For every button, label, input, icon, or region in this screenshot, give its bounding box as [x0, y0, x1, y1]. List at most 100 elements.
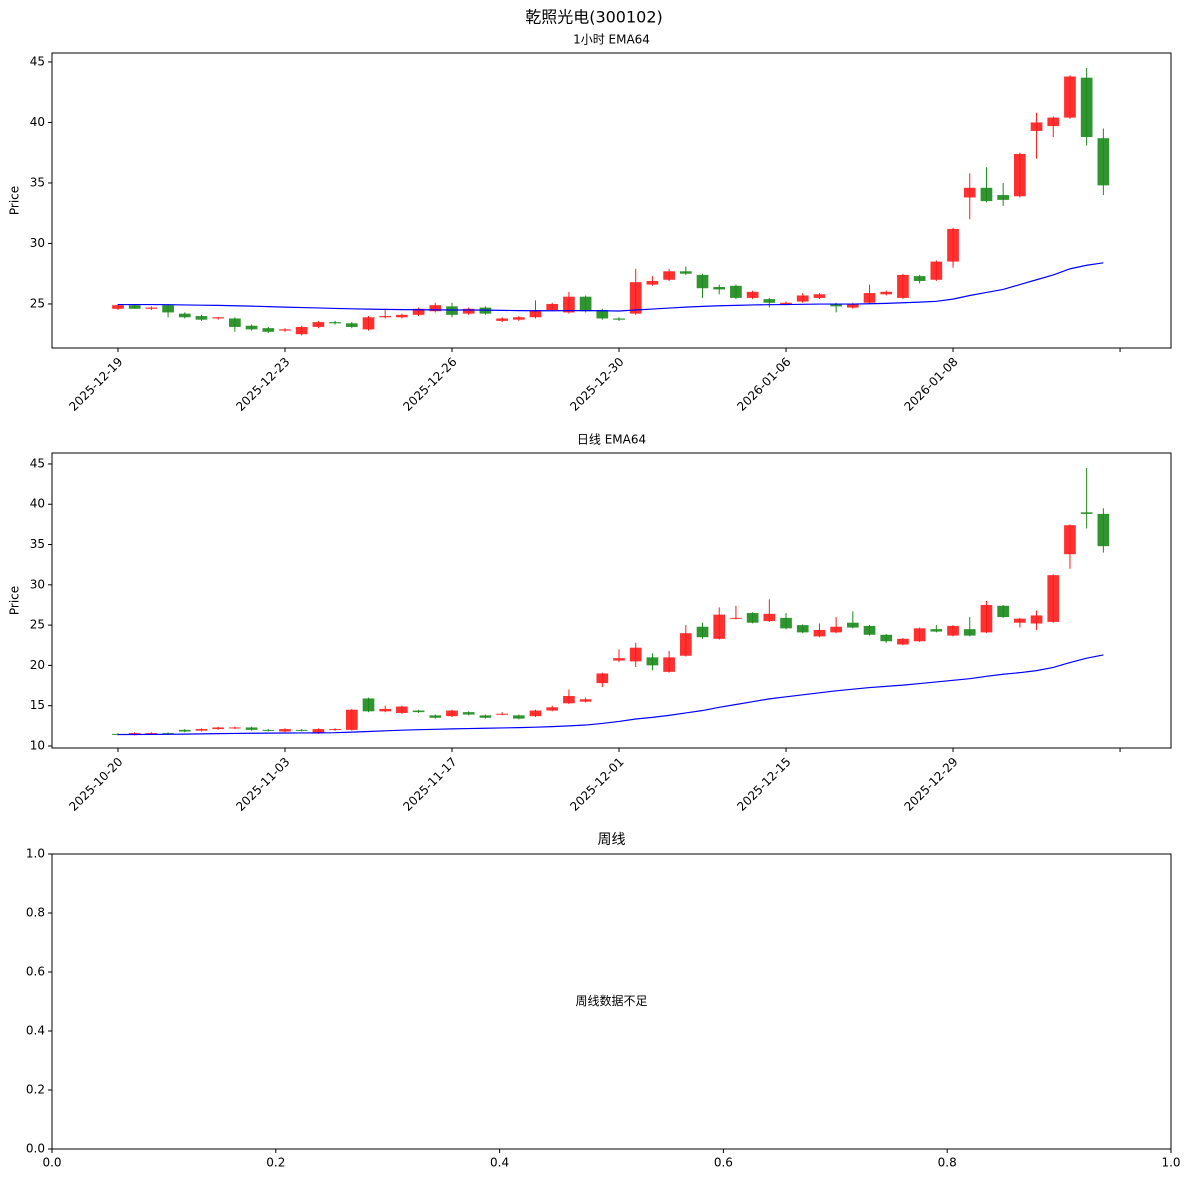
- y-tick-label: 45: [30, 54, 45, 68]
- candle-body: [796, 625, 809, 633]
- y-tick-label: 25: [30, 618, 45, 632]
- candle-body: [813, 629, 826, 637]
- candle-body: [529, 310, 542, 318]
- candle-body: [195, 316, 208, 320]
- candle-body: [1097, 513, 1110, 547]
- candle-body: [913, 628, 926, 642]
- y-tick-label: 35: [30, 175, 45, 189]
- candle-body: [1030, 122, 1043, 131]
- subplot-title: 日线 EMA64: [577, 433, 646, 447]
- candle-body: [446, 306, 458, 315]
- x-tick-label: 1.0: [1161, 1156, 1180, 1170]
- candle-body: [930, 629, 943, 632]
- candle-body: [579, 699, 592, 702]
- candle-body: [629, 282, 642, 314]
- candle-body: [713, 287, 726, 290]
- candle-body: [262, 328, 275, 332]
- candle-body: [446, 710, 458, 717]
- candle-body: [262, 729, 275, 731]
- candle-body: [312, 729, 325, 734]
- candle-body: [646, 280, 659, 285]
- candle-body: [663, 271, 675, 280]
- candle-body: [679, 271, 692, 274]
- y-tick-label: 15: [30, 698, 45, 712]
- candle-body: [596, 673, 609, 684]
- axes-frame: [51, 452, 1172, 749]
- candle-body: [295, 729, 308, 731]
- candle-body: [329, 729, 341, 731]
- candle-body: [496, 713, 508, 715]
- candle-body: [546, 707, 559, 711]
- axes-frame: [51, 853, 1172, 1150]
- candle-body: [512, 317, 525, 320]
- candle-body: [295, 326, 308, 335]
- candle-body: [178, 729, 191, 732]
- y-tick-label: 0.8: [26, 906, 45, 920]
- candle-body: [162, 305, 174, 313]
- candle-body: [279, 329, 291, 331]
- candle-body: [362, 698, 375, 712]
- candle-body: [763, 613, 776, 622]
- axes-frame: [51, 52, 1172, 349]
- candle-body: [496, 318, 508, 321]
- candle-body: [1064, 525, 1076, 555]
- subplot-title: 1小时 EMA64: [573, 33, 650, 47]
- y-tick-label: 25: [30, 296, 45, 310]
- candle-body: [897, 638, 909, 645]
- y-axis-label: Price: [8, 186, 22, 215]
- candle-body: [212, 727, 225, 730]
- candle-body: [696, 626, 709, 638]
- candle-body: [713, 614, 726, 639]
- candle-body: [245, 325, 258, 330]
- y-tick-label: 20: [30, 658, 45, 672]
- candle-body: [312, 322, 325, 327]
- candle-body: [479, 715, 492, 718]
- y-tick-label: 0.6: [26, 965, 45, 979]
- candle-body: [863, 293, 876, 303]
- y-tick-label: 35: [30, 537, 45, 551]
- candle-body: [1047, 575, 1060, 622]
- candle-body: [629, 647, 642, 662]
- candle-body: [613, 658, 625, 661]
- candle-body: [913, 276, 926, 281]
- candle-body: [696, 274, 709, 289]
- candle-body: [462, 712, 475, 715]
- candle-body: [997, 605, 1009, 618]
- candle-body: [1047, 117, 1060, 127]
- candle-body: [212, 317, 225, 319]
- y-axis-label: Price: [8, 586, 22, 615]
- candle-body: [663, 657, 675, 672]
- candle-body: [730, 285, 742, 298]
- candle-body: [178, 313, 191, 318]
- candle-body: [145, 733, 158, 735]
- figure-title: 乾照光电(300102): [525, 8, 663, 27]
- y-tick-label: 10: [30, 738, 45, 752]
- candle-body: [613, 318, 625, 320]
- candle-body: [1014, 153, 1026, 197]
- y-tick-label: 30: [30, 236, 45, 250]
- candle-body: [1097, 138, 1110, 186]
- ema-line: [117, 654, 1104, 736]
- candle-body: [112, 305, 124, 309]
- x-tick-label: 0.4: [490, 1156, 509, 1170]
- candle-body: [963, 629, 976, 636]
- candle-body: [679, 633, 692, 656]
- candle-body: [846, 622, 859, 628]
- candle-body: [579, 296, 592, 312]
- candle-body: [245, 727, 258, 730]
- candle-body: [1014, 618, 1026, 623]
- candle-body: [429, 715, 442, 718]
- candle-body: [997, 195, 1009, 200]
- candle-body: [345, 323, 358, 327]
- candle-body: [930, 261, 943, 280]
- candle-body: [345, 709, 358, 730]
- candle-body: [963, 187, 976, 198]
- candle-body: [462, 308, 475, 314]
- candle-body: [980, 604, 993, 633]
- candle-body: [947, 228, 959, 262]
- candle-body: [646, 657, 659, 666]
- candle-body: [780, 302, 792, 304]
- candle-body: [145, 307, 158, 309]
- x-tick-label: 0.8: [938, 1156, 957, 1170]
